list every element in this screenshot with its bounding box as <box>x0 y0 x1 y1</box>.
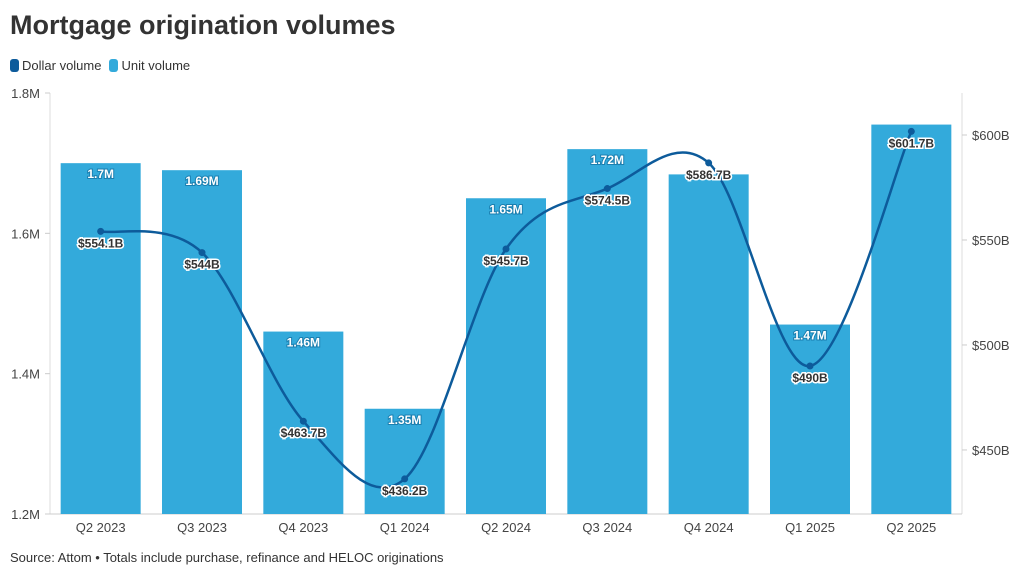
left-tick-label: 1.4M <box>11 367 40 382</box>
line-label: $586.7B <box>686 168 732 182</box>
bar-label: 1.7M <box>87 167 114 181</box>
legend-label: Unit volume <box>121 58 191 73</box>
legend-item-unit-volume[interactable]: Unit volume <box>109 58 190 73</box>
x-tick-label: Q4 2024 <box>684 520 734 535</box>
x-tick-label: Q2 2023 <box>76 520 126 535</box>
line-label: $601.7B <box>889 136 935 150</box>
bar-Q4-2024 <box>668 174 749 515</box>
x-tick-label: Q1 2024 <box>380 520 430 535</box>
line-label: $544B <box>184 258 220 272</box>
dollar-volume-point <box>401 475 409 483</box>
legend-label: Dollar volume <box>22 58 102 73</box>
line-label: $545.7B <box>483 254 529 268</box>
bar-Q2-2023 <box>60 163 141 514</box>
x-tick-label: Q2 2025 <box>886 520 936 535</box>
bar-label: 1.46M <box>287 336 320 350</box>
bar-Q2-2025 <box>871 124 952 514</box>
bar-Q3-2023 <box>162 170 242 514</box>
dollar-volume-point <box>502 245 510 253</box>
source-note: Source: Attom • Totals include purchase,… <box>10 550 444 565</box>
right-tick-label: $550B <box>972 233 1010 248</box>
bar-label: 1.69M <box>185 174 218 188</box>
right-tick-label: $600B <box>972 128 1010 143</box>
line-label: $490B <box>792 371 828 385</box>
dollar-volume-point <box>907 127 915 135</box>
bar-label: 1.65M <box>489 202 522 216</box>
chart-title: Mortgage origination volumes <box>10 10 396 40</box>
dollar-volume-point <box>198 249 206 257</box>
line-label: $554.1B <box>78 236 124 250</box>
line-label: $463.7B <box>281 426 327 440</box>
dollar-volume-point <box>806 362 814 370</box>
x-tick-label: Q3 2024 <box>582 520 632 535</box>
legend-item-dollar-volume[interactable]: Dollar volume <box>10 58 101 73</box>
bar-label: 1.47M <box>793 329 826 343</box>
legend-swatch <box>109 59 119 72</box>
legend-swatch <box>10 59 19 72</box>
x-tick-label: Q4 2023 <box>278 520 328 535</box>
bar-label: 1.35M <box>388 413 421 427</box>
bar-Q1-2024 <box>364 408 445 514</box>
left-tick-label: 1.8M <box>11 86 40 101</box>
dollar-volume-point <box>299 417 307 425</box>
bar-label: 1.72M <box>591 153 624 167</box>
right-tick-label: $500B <box>972 338 1010 353</box>
bar-Q1-2025 <box>770 324 850 514</box>
left-tick-label: 1.6M <box>11 226 40 241</box>
line-label: $574.5B <box>585 194 631 208</box>
dollar-volume-point <box>97 227 105 235</box>
right-tick-label: $450B <box>972 443 1010 458</box>
bar-Q3-2024 <box>567 149 648 514</box>
dollar-volume-point <box>705 159 713 167</box>
x-tick-label: Q1 2025 <box>785 520 835 535</box>
line-label: $436.2B <box>382 484 428 498</box>
x-tick-label: Q3 2023 <box>177 520 227 535</box>
legend: Dollar volume Unit volume <box>10 58 190 73</box>
dollar-volume-point <box>603 185 611 193</box>
left-tick-label: 1.2M <box>11 507 40 522</box>
x-tick-label: Q2 2024 <box>481 520 531 535</box>
